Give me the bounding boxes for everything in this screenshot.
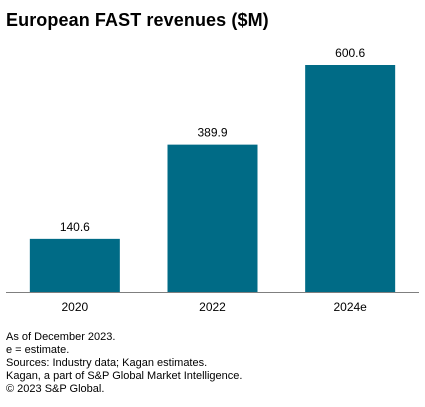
x-tick-labels-group: 2020 2022 2024e <box>61 300 367 314</box>
x-tick-label-2022: 2022 <box>199 300 226 314</box>
footnotes: As of December 2023. e = estimate. Sourc… <box>6 331 242 396</box>
bar-2020 <box>29 238 120 292</box>
footnote-estimate: e = estimate. <box>6 344 70 356</box>
footnote-as-of: As of December 2023. <box>6 331 116 343</box>
bar-2024e <box>305 65 396 292</box>
footnote-sources: Sources: Industry data; Kagan estimates. <box>6 357 208 369</box>
bars-group <box>29 65 396 292</box>
chart-title: European FAST revenues ($M) <box>6 10 269 30</box>
value-label-2024e: 600.6 <box>335 46 365 60</box>
x-tick-label-2020: 2020 <box>61 300 88 314</box>
footnote-copyright: © 2023 S&P Global. <box>6 383 105 395</box>
bar-2022 <box>167 144 258 292</box>
footnote-kagan: Kagan, a part of S&P Global Market Intel… <box>6 370 243 382</box>
value-labels-group: 140.6 389.9 600.6 <box>60 46 366 234</box>
x-tick-label-2024e: 2024e <box>333 300 367 314</box>
value-label-2020: 140.6 <box>60 220 90 234</box>
value-label-2022: 389.9 <box>197 126 227 140</box>
